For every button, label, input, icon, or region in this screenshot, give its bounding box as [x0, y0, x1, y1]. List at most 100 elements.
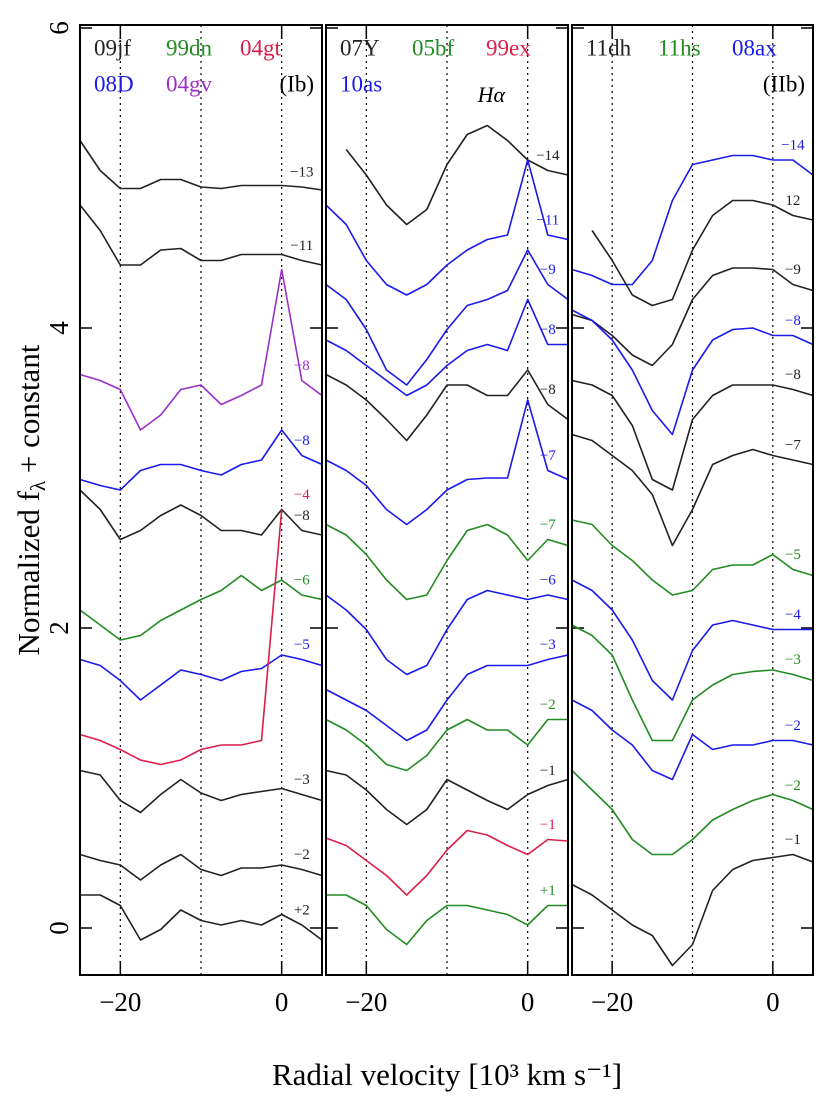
spectrum: [325, 523, 569, 601]
epoch-label: −11: [290, 238, 313, 254]
epoch-label: −4: [785, 607, 801, 623]
epoch-label: −2: [785, 718, 801, 734]
spectrum: [571, 154, 814, 286]
epoch-label: −5: [294, 637, 310, 653]
legend-entry: 08ax: [732, 35, 777, 60]
epoch-label: 12: [785, 193, 800, 209]
epoch-label: −2: [294, 847, 310, 863]
annotation: (IIb): [763, 71, 805, 96]
spectrum: [325, 769, 569, 826]
epoch-label: −3: [294, 772, 310, 788]
epoch-label: −6: [294, 572, 310, 588]
legend-entry: 99dn: [166, 35, 213, 60]
legend-entry: 11dh: [586, 35, 632, 60]
legend-entry: 10as: [340, 71, 382, 96]
annotation: Hα: [477, 82, 506, 107]
epoch-label: −7: [785, 437, 801, 453]
epoch-label: −1: [785, 832, 801, 848]
epoch-label: −8: [294, 433, 310, 449]
spectrum: [325, 298, 568, 397]
spectrum: [325, 399, 569, 526]
epoch-label: −8: [540, 382, 556, 398]
spectrum: [591, 199, 814, 307]
epoch-label: −8: [785, 367, 801, 383]
spectrum: [571, 579, 813, 701]
spectrum: [79, 654, 323, 701]
legend-entry: 99ex: [486, 35, 531, 60]
spectrum: [325, 829, 569, 896]
epoch-label: −1: [540, 817, 556, 833]
spectrum: [79, 140, 323, 191]
x-axis-label: Radial velocity [10³ km s⁻¹]: [272, 1057, 622, 1092]
x-tick-label: −20: [99, 987, 141, 1017]
spectrum: [345, 124, 569, 226]
epoch-label: −8: [294, 358, 310, 374]
spectrum: [79, 429, 323, 491]
legend-entry: 08D: [94, 71, 134, 96]
legend-entry: 07Y: [340, 35, 380, 60]
spectrum: [325, 249, 569, 386]
spectrum: [79, 268, 323, 431]
epoch-label: −11: [536, 212, 559, 228]
y-axis-label-part: λ: [26, 480, 50, 491]
legend-entry: 05bf: [412, 35, 455, 60]
legend-entry: 09jf: [94, 35, 131, 60]
panel-frame: [571, 24, 814, 976]
y-axis-label: Normalized fλ + constant: [11, 344, 50, 655]
y-axis-label-part: Normalized f: [11, 490, 46, 655]
panel-frame: [79, 24, 323, 976]
spectrum: [325, 718, 568, 772]
spectrum: [79, 769, 323, 814]
x-tick-label: 0: [766, 987, 780, 1017]
spectrum: [571, 624, 814, 742]
epoch-label: −14: [536, 148, 560, 164]
epoch-label: −4: [294, 487, 310, 503]
epoch-label: −1: [540, 763, 556, 779]
spectrum: [79, 853, 323, 881]
epoch-label: −8: [540, 322, 556, 338]
epoch-label: −7: [540, 448, 556, 464]
spectrum: [79, 574, 323, 641]
spectrum: [571, 853, 814, 967]
epoch-label: −3: [785, 652, 801, 668]
spectrum: [571, 769, 814, 856]
spectrum: [325, 159, 569, 296]
spectrum: [325, 369, 569, 442]
spectrum: [571, 519, 814, 596]
epoch-label: −8: [785, 313, 801, 329]
legend-entry: 11hs: [658, 35, 701, 60]
spectrum: [80, 894, 323, 941]
x-tick-label: −20: [591, 987, 633, 1017]
spectrum: [571, 309, 814, 436]
epoch-label: −8: [294, 508, 310, 524]
spectrum: [326, 894, 568, 946]
annotation: (Ib): [280, 71, 314, 96]
epoch-label: −6: [540, 572, 556, 588]
epoch-label: −2: [785, 778, 801, 794]
y-tick-label: 0: [44, 921, 74, 935]
epoch-label: −7: [540, 517, 556, 533]
spectrum: [325, 654, 569, 742]
epoch-label: +1: [540, 883, 556, 899]
panel-frame: [325, 24, 569, 976]
epoch-label: −13: [290, 164, 313, 180]
spectrum: [571, 699, 814, 781]
epoch-label: −14: [781, 137, 805, 153]
y-tick-label: 6: [44, 21, 74, 35]
spectrum: [571, 267, 814, 367]
epoch-label: −9: [540, 262, 556, 278]
spectrum: [325, 589, 569, 676]
spectrum: [79, 489, 323, 541]
epoch-label: −3: [540, 637, 556, 653]
x-tick-label: −20: [345, 987, 387, 1017]
legend-entry: 04gt: [240, 35, 282, 60]
legend-entry: 04gv: [166, 71, 213, 96]
epoch-label: −5: [785, 547, 801, 563]
spectrum: [571, 379, 814, 491]
x-tick-label: 0: [275, 987, 289, 1017]
spectrum: [79, 509, 283, 766]
y-tick-label: 2: [44, 621, 74, 635]
spectrum: [571, 433, 814, 547]
spectrum: [79, 204, 323, 266]
